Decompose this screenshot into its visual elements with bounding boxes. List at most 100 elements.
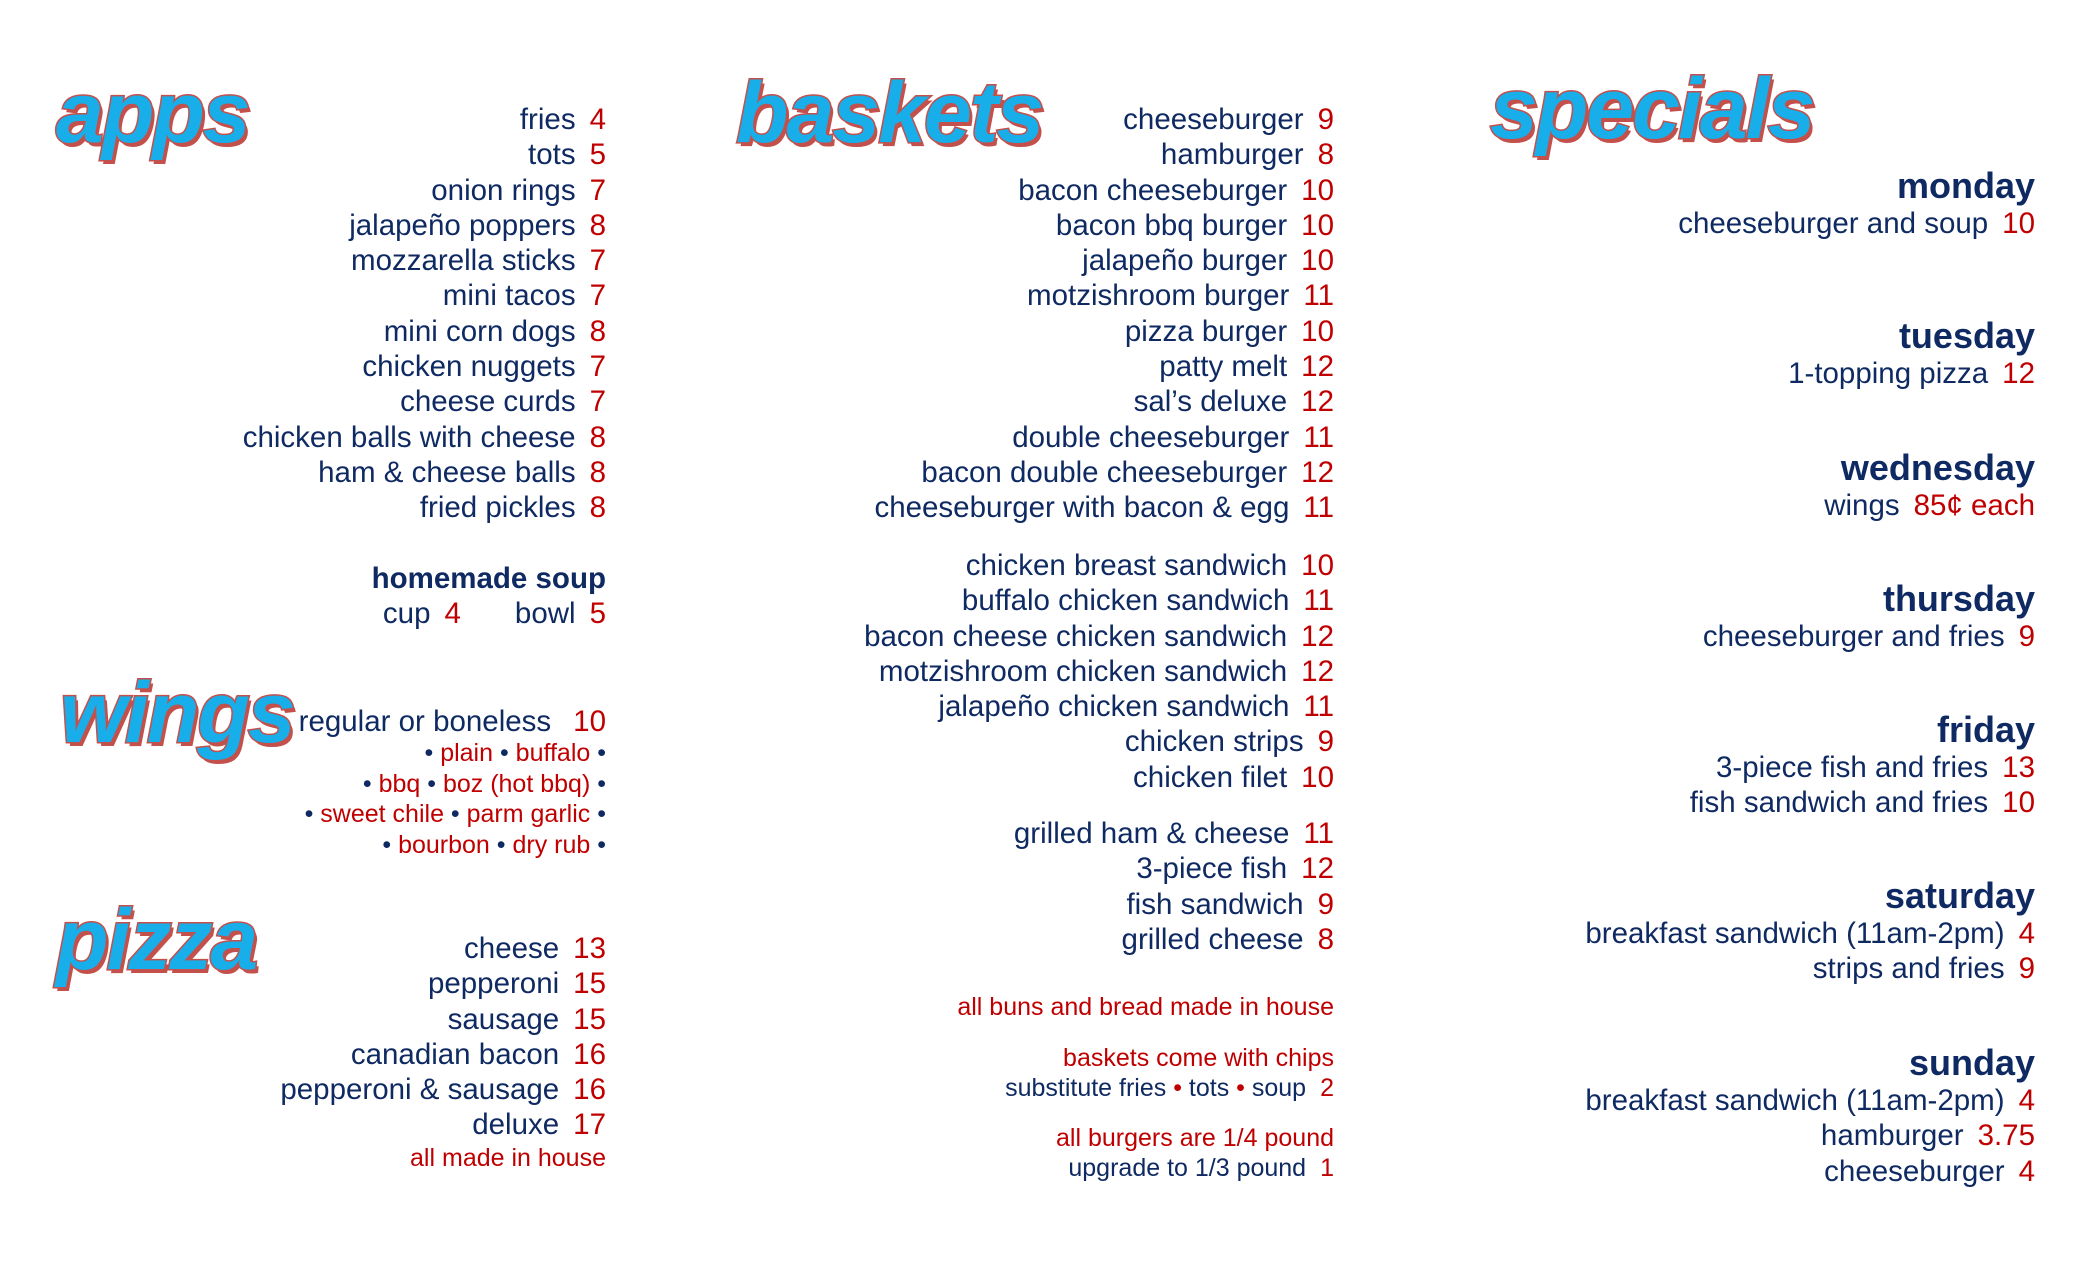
bullet-icon: • (597, 800, 606, 828)
item-price: 10 (1301, 244, 1334, 278)
bullet-icon: • (304, 800, 321, 828)
apps-list: fries 4 tots 5 onion rings 7 jalapeño poppers 8… (243, 102, 606, 526)
item-name: mini tacos (442, 279, 576, 313)
substitute-option: soup (1251, 1074, 1307, 1102)
menu-item: fish sandwich 9 (1014, 887, 1334, 922)
item-price: 7 (589, 385, 606, 419)
item-name: patty melt (1159, 350, 1288, 384)
menu-item: jalapeño poppers 8 (243, 208, 606, 243)
item-name: breakfast sandwich (11am-2pm) (1585, 1084, 2005, 1117)
item-name: chicken strips (1124, 725, 1304, 759)
item-name: chicken filet (1133, 760, 1288, 794)
item-price: 12 (1301, 385, 1334, 419)
upgrade-label: upgrade to 1/3 pound (1068, 1154, 1307, 1182)
item-price: 11 (1303, 491, 1334, 525)
item-name: double cheeseburger (1012, 420, 1290, 454)
item-name: cheeseburger (1123, 103, 1304, 136)
special-day: friday 3-piece fish and fries 13 fish sandw… (1690, 710, 2035, 821)
day-heading: sunday (1908, 1042, 2035, 1083)
flavor-name: parm garlic (466, 800, 591, 828)
item-name: cheeseburger with bacon & egg (874, 491, 1290, 525)
flavor-line: • plain • buffalo • (305, 738, 606, 769)
substitute-option: tots (1188, 1074, 1230, 1102)
item-name: cheeseburger and fries (1702, 620, 2005, 653)
bullet-icon: • (499, 739, 516, 767)
upgrade-price: 1 (1320, 1154, 1334, 1182)
item-name: regular or boneless (298, 705, 552, 738)
menu-item: double cheeseburger 11 (874, 420, 1334, 455)
item-name: pepperoni & sausage (280, 1073, 560, 1107)
menu-item: motzishroom chicken sandwich 12 (864, 654, 1334, 689)
item-price: 8 (1317, 922, 1334, 956)
item-name: hamburger (1820, 1119, 1964, 1153)
wing-flavors: • plain • buffalo • • bbq • boz (hot bbq)… (305, 738, 606, 860)
item-price: 7 (589, 350, 606, 384)
day-heading: monday (1896, 165, 2035, 206)
bullet-icon: • (450, 800, 467, 828)
pizza-note: all made in house (410, 1144, 606, 1172)
menu-item: chicken nuggets 7 (243, 349, 606, 384)
item-name: grilled ham & cheese (1013, 817, 1290, 850)
bullet-icon: • (1166, 1074, 1189, 1102)
menu-item: mini corn dogs 8 (243, 314, 606, 349)
special-item: hamburger 3.75 (1585, 1118, 2035, 1153)
day-heading: thursday (1882, 578, 2035, 619)
item-name: bacon double cheeseburger (921, 455, 1288, 489)
item-price: 4 (2018, 917, 2035, 950)
item-name: deluxe (472, 1108, 560, 1142)
special-item: strips and fries 9 (1585, 951, 2035, 986)
item-price: 4 (589, 103, 606, 136)
menu-item: grilled ham & cheese 11 (1014, 816, 1334, 851)
baskets-burgers: cheeseburger 9 hamburger 8 bacon cheeseburge… (874, 102, 1334, 526)
item-price: 12 (1301, 455, 1334, 489)
item-price: 17 (573, 1108, 606, 1142)
baskets-heading: baskets (734, 65, 1045, 161)
item-price: 11 (1303, 279, 1334, 313)
menu-item: grilled cheese 8 (1014, 922, 1334, 957)
menu-item: patty melt 12 (874, 349, 1334, 384)
special-day: tuesday 1-topping pizza 12 (1788, 316, 2035, 391)
flavor-line: • bourbon • dry rub • (305, 830, 606, 861)
item-price: 8 (589, 420, 606, 454)
item-price: 12 (1301, 654, 1334, 688)
item-name: strips and fries (1812, 952, 2005, 986)
menu-item: canadian bacon 16 (280, 1037, 606, 1072)
item-price: 4 (2018, 1084, 2035, 1117)
upgrade-note: upgrade to 1/3 pound 1 (957, 1153, 1334, 1184)
item-price: 10 (2002, 207, 2035, 240)
item-price: 11 (1303, 420, 1334, 454)
item-name: onion rings (431, 173, 576, 207)
substitute-option: fries (1119, 1074, 1167, 1102)
item-name: fried pickles (419, 491, 576, 525)
item-price: 15 (573, 967, 606, 1001)
item-price: 7 (589, 244, 606, 278)
cup-price: 4 (444, 597, 461, 631)
flavor-name: buffalo (515, 739, 591, 767)
item-price: 8 (589, 314, 606, 348)
item-price: 11 (1303, 817, 1334, 850)
item-price: 13 (2002, 751, 2035, 784)
item-price: 11 (1303, 690, 1334, 724)
item-price: 7 (589, 279, 606, 313)
item-name: jalapeño poppers (349, 208, 576, 242)
menu-item: sausage 15 (280, 1002, 606, 1037)
special-day: sunday breakfast sandwich (11am-2pm) 4 hamb… (1585, 1043, 2035, 1189)
item-name: sausage (447, 1002, 560, 1036)
item-name: grilled cheese (1121, 922, 1304, 956)
item-name: cheeseburger and soup (1678, 207, 1989, 240)
special-item: cheeseburger and soup 10 (1678, 206, 2035, 241)
item-price: 16 (573, 1073, 606, 1107)
day-heading: friday (1936, 709, 2035, 750)
menu-item: fries 4 (243, 102, 606, 137)
baskets-chicken: chicken breast sandwich 10 buffalo chicken… (864, 548, 1334, 795)
menu-item: ham & cheese balls 8 (243, 455, 606, 490)
item-price: 10 (1301, 760, 1334, 794)
menu-item: chicken breast sandwich 10 (864, 548, 1334, 583)
item-price: 10 (1301, 208, 1334, 242)
menu-item: pizza burger 10 (874, 314, 1334, 349)
item-price: 10 (1301, 173, 1334, 207)
menu-item: bacon double cheeseburger 12 (874, 455, 1334, 490)
wings-item: regular or boneless 10 (299, 704, 606, 739)
apps-heading: apps (55, 65, 253, 161)
menu-item: mozzarella sticks 7 (243, 243, 606, 278)
